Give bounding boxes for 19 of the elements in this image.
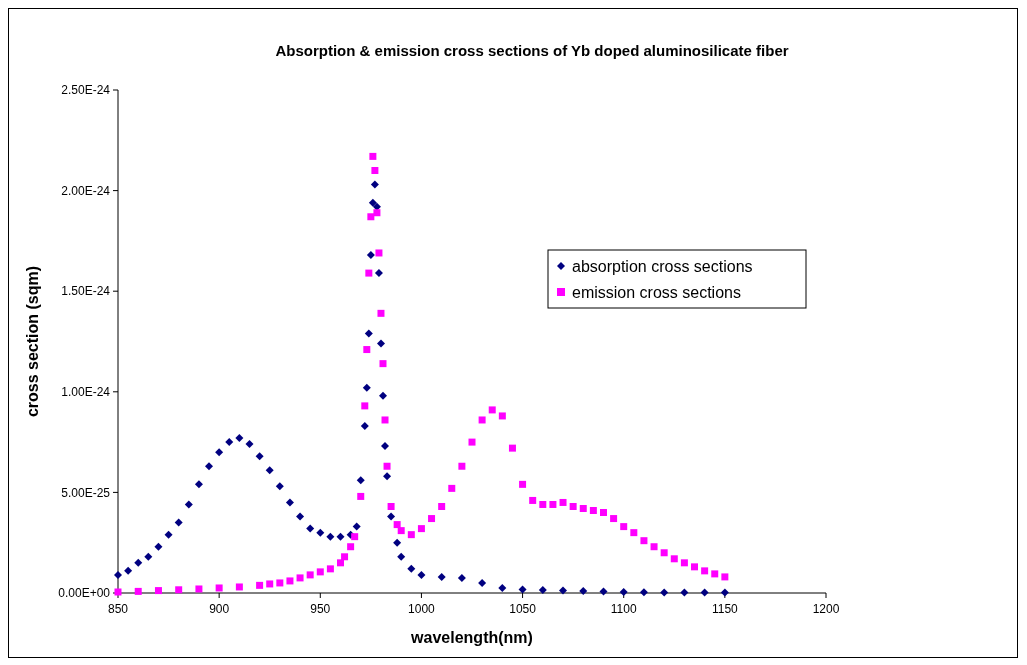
x-tick-label: 850 [107,602,129,616]
x-tick-label: 1000 [408,602,436,616]
y-tick-label: 1.00E-24 [61,385,111,399]
legend-label: emission cross sections [572,283,741,301]
x-tick-label: 900 [209,602,230,616]
x-axis-title: wavelength(nm) [410,629,533,646]
y-axis-title: cross section (sqm) [24,265,41,418]
x-tick-label: 1200 [812,602,840,616]
y-tick-label: 0.00E+00 [58,586,111,601]
y-tick-label: 1.50E-24 [61,284,111,299]
x-tick-label: 1100 [610,602,637,616]
y-tick-label: 2.50E-24 [61,83,111,98]
y-tick-label: 5.00E-25 [61,485,111,500]
y-tick-label: 2.00E-24 [61,183,111,198]
legend-label: absorption cross sections [572,257,753,275]
chart-title: Absorption & emission cross sections of Yb doped aluminosilicate fiber [275,42,789,59]
x-tick-label: 950 [310,602,331,616]
x-tick-label: 1050 [509,602,537,616]
x-tick-label: 1150 [711,602,739,616]
